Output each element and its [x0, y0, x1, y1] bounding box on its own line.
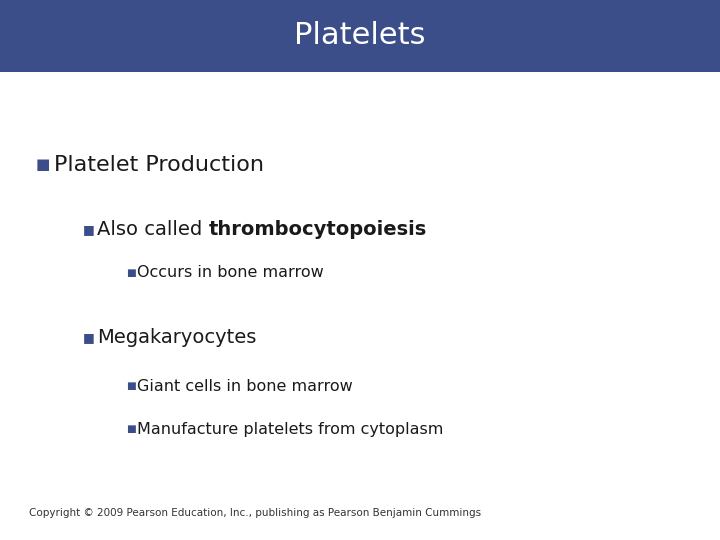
Bar: [0, 0, 720, 72]
Text: Platelet Production: Platelet Production: [54, 154, 264, 175]
Text: ■: ■: [36, 157, 50, 172]
Text: Platelets: Platelets: [294, 22, 426, 51]
Text: Also called: Also called: [96, 220, 208, 239]
Text: Manufacture platelets from cytoplasm: Manufacture platelets from cytoplasm: [137, 422, 444, 437]
Text: Occurs in bone marrow: Occurs in bone marrow: [137, 265, 324, 280]
Text: Megakaryocytes: Megakaryocytes: [96, 328, 256, 347]
Text: thrombocytopoiesis: thrombocytopoiesis: [208, 220, 426, 239]
Text: Copyright © 2009 Pearson Education, Inc., publishing as Pearson Benjamin Cumming: Copyright © 2009 Pearson Education, Inc.…: [29, 508, 481, 518]
Text: ■: ■: [126, 424, 136, 434]
Text: ■: ■: [126, 381, 136, 391]
Text: ■: ■: [83, 331, 94, 344]
Text: ■: ■: [83, 223, 94, 236]
Text: Giant cells in bone marrow: Giant cells in bone marrow: [137, 379, 353, 394]
Text: ■: ■: [126, 268, 136, 278]
